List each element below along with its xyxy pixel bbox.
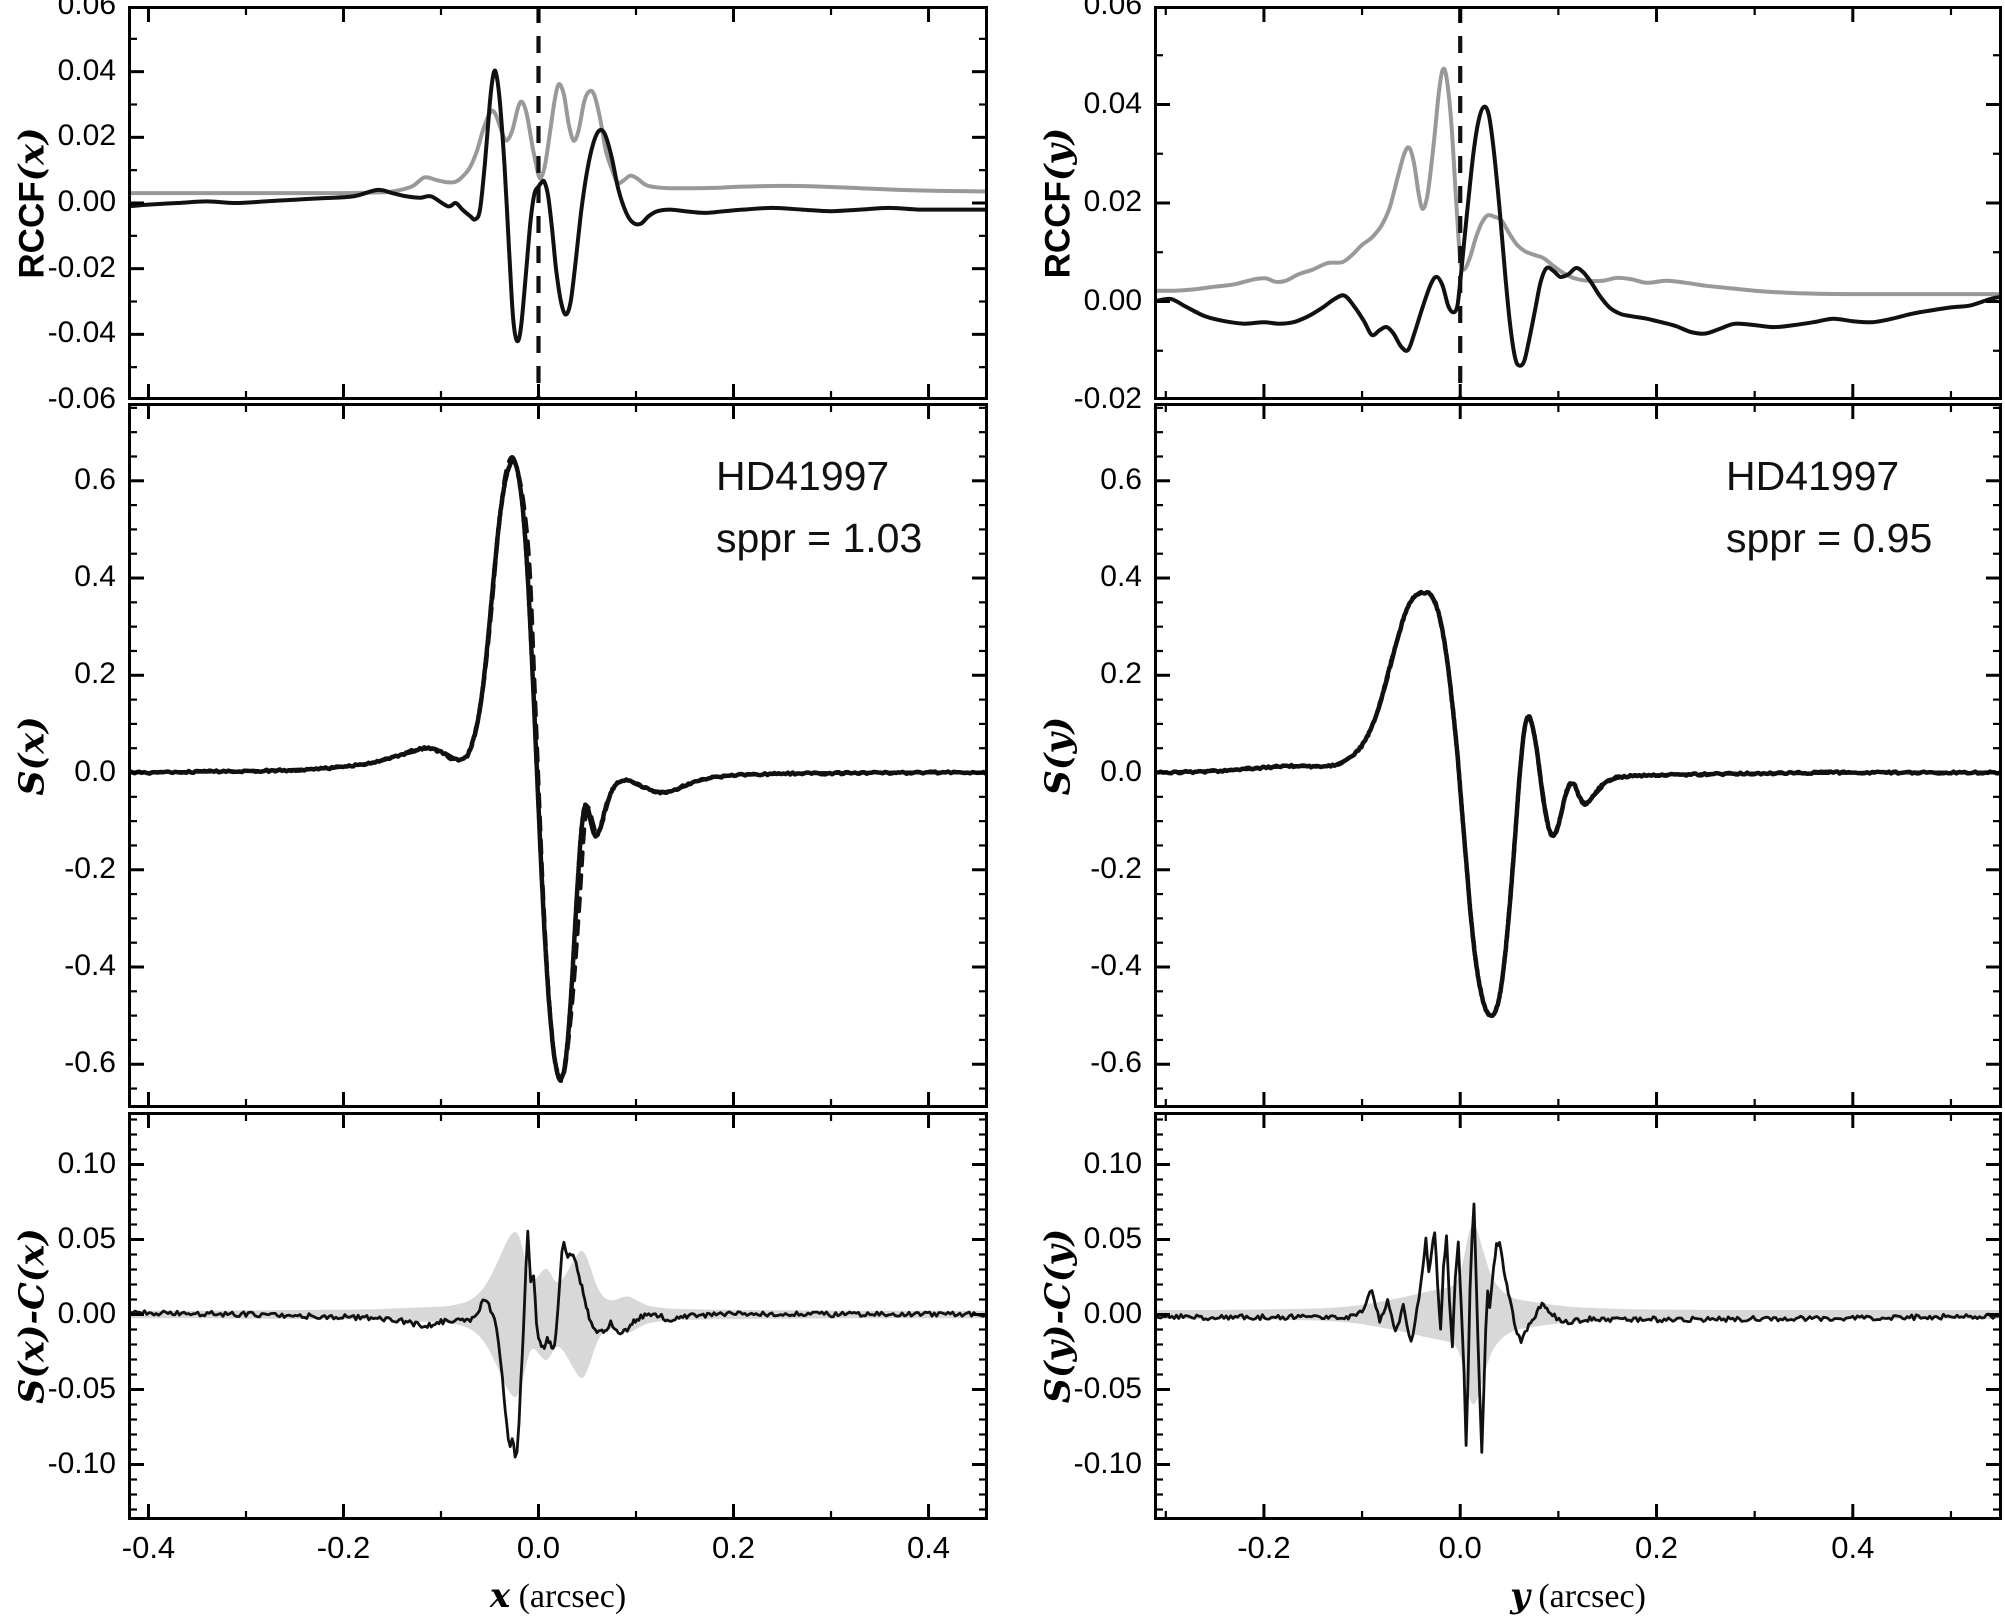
ytick-label: 0.05 [57, 1221, 116, 1255]
ytick-label: 0.4 [74, 560, 116, 594]
panel-resid-x [128, 1112, 988, 1520]
ytick-label: -0.06 [47, 382, 116, 415]
ytick-label: 0.6 [1100, 462, 1142, 496]
ytick-label: 0.2 [74, 657, 116, 691]
annotation-right: HD41997 sppr = 0.95 [1726, 446, 1932, 569]
ytick-label: 0.04 [1083, 86, 1142, 120]
star-id-label: HD41997 [1726, 453, 1900, 499]
annotation-left: HD41997 sppr = 1.03 [716, 446, 922, 569]
panel-resid-y [1154, 1112, 2002, 1520]
sppr-label: sppr = 0.95 [1726, 514, 1933, 561]
ytick-label: 0.00 [1083, 283, 1142, 317]
ytick-label: -0.02 [47, 250, 116, 284]
ytick-label: -0.05 [47, 1371, 116, 1405]
series-rccf-x-black [128, 68, 988, 344]
series-c-x-fit-dashed [128, 455, 988, 1083]
xtick-label: -0.2 [1237, 1530, 1291, 1565]
error-envelope-resid_y [1154, 1224, 2002, 1405]
star-id-label: HD41997 [716, 453, 890, 499]
ytick-label: -0.6 [1090, 1046, 1142, 1080]
xtick-label: -0.2 [316, 1530, 371, 1565]
series-rccf-y-black [1154, 104, 2002, 368]
ytick-label: -0.4 [1090, 949, 1142, 982]
y-axis-title-var: (y) [1037, 127, 1079, 182]
ytick-label: 0.00 [57, 1296, 116, 1330]
ytick-label: -0.10 [47, 1446, 116, 1480]
ytick-label: 0.04 [57, 53, 116, 87]
ytick-label: -0.4 [64, 949, 116, 982]
xtick-label: 0.2 [711, 1530, 756, 1565]
series-s-y-solid [1154, 589, 2002, 1019]
ytick-label: 0.02 [57, 119, 116, 153]
ytick-label: 0.05 [1083, 1221, 1142, 1255]
series-rccf-x-gray [128, 82, 988, 196]
ytick-label: -0.10 [1073, 1446, 1142, 1480]
panel-s-x [128, 403, 988, 1108]
panel-rccf-y [1154, 6, 2002, 400]
xtick-label: -0.4 [121, 1530, 176, 1565]
xtick-label: 0.4 [1831, 1530, 1875, 1565]
x-axis-title-var: y [1510, 1576, 1530, 1616]
x-axis-title-var: x [489, 1576, 511, 1616]
xtick-label: 0.4 [906, 1530, 951, 1565]
ytick-label: 0.06 [57, 0, 116, 21]
ytick-label: 0.06 [1083, 0, 1142, 21]
plot-box-rccf_y [1154, 6, 2002, 400]
ytick-label: 0.10 [1083, 1146, 1142, 1180]
x-axis-title-left: x (arcsec) [490, 1576, 626, 1616]
ytick-label: 0.10 [57, 1146, 116, 1180]
ytick-label: -0.05 [1073, 1371, 1142, 1405]
ytick-label: 0.0 [1100, 754, 1142, 788]
ytick-label: -0.04 [47, 316, 116, 350]
sppr-label: sppr = 1.03 [716, 514, 923, 561]
plot-box-s_y [1154, 403, 2002, 1108]
ytick-label: 0.2 [1100, 657, 1142, 691]
x-axis-title-unit: (arcsec) [1529, 1578, 1646, 1615]
ytick-label: 0.4 [1100, 560, 1142, 594]
ytick-label: -0.2 [64, 851, 116, 885]
ytick-label: 0.6 [74, 462, 116, 496]
ytick-label: 0.00 [57, 185, 116, 218]
ytick-label: -0.6 [64, 1046, 116, 1080]
ytick-label: 0.02 [1083, 185, 1142, 218]
series-c-y-fit-dashed [1154, 589, 2002, 1019]
x-axis-title-right: y (arcsec) [1510, 1576, 1646, 1616]
ytick-label: -0.02 [1073, 382, 1142, 415]
ytick-label: -0.2 [1090, 851, 1142, 885]
panel-rccf-x [128, 6, 988, 400]
ytick-label: 0.00 [1083, 1296, 1142, 1330]
series-resid-x [128, 1229, 988, 1459]
ytick-label: 0.0 [74, 754, 116, 788]
x-axis-title-unit: (arcsec) [510, 1578, 627, 1615]
xtick-label: 0.0 [1438, 1530, 1482, 1565]
xtick-label: 0.0 [516, 1530, 561, 1565]
series-rccf-y-gray [1154, 66, 2002, 297]
panel-s-y [1154, 403, 2002, 1108]
xtick-label: 0.2 [1634, 1530, 1679, 1565]
plot-box-s_x [128, 403, 988, 1108]
series-resid-y [1154, 1202, 2002, 1454]
